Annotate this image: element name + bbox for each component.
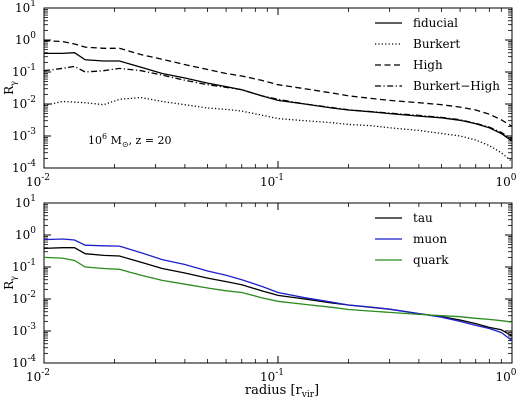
- y-tick-label-exponent: 1: [30, 194, 36, 204]
- annotation-text: M: [107, 134, 122, 147]
- y-tick-label-base: 10: [12, 65, 27, 79]
- x-axis-label: radius [rvir]: [245, 383, 319, 400]
- legend-label: Burkert: [413, 37, 460, 51]
- x-tick-label: 100: [495, 173, 516, 189]
- y-tick-label-base: 10: [12, 356, 27, 370]
- y-tick-label-base: 10: [15, 1, 30, 15]
- x-axis-label-end: ]: [314, 383, 319, 398]
- y-tick-label-exponent: 0: [30, 226, 36, 236]
- y-tick-label-base: 10: [12, 292, 27, 306]
- x-tick-label: 10-2: [26, 173, 50, 189]
- series-line-muon: [44, 238, 512, 342]
- y-tick-label-exponent: 0: [30, 31, 36, 41]
- y-tick-label-base: 10: [12, 97, 27, 111]
- legend-label: fiducial: [413, 16, 458, 30]
- y-axis-label-sub: γ: [9, 81, 18, 86]
- x-tick-label-exponent: -1: [275, 173, 284, 183]
- series-line-burkert-high: [44, 65, 512, 140]
- x-tick-label-exponent: 0: [511, 368, 517, 378]
- legend-label: muon: [413, 232, 447, 246]
- annotation-sub: ⊙: [122, 140, 129, 149]
- y-tick-label: 10-3: [12, 322, 36, 338]
- annotation-tail: , z = 20: [129, 134, 172, 147]
- legend-label: quark: [413, 253, 449, 267]
- y-tick-label: 10-2: [12, 290, 36, 306]
- y-tick-label-exponent: -4: [27, 159, 36, 169]
- x-axis-label-sub: vir: [301, 390, 315, 400]
- legend-label: Burkert−High: [413, 79, 500, 93]
- annotation-base: 10: [88, 134, 102, 147]
- y-tick-label: 100: [15, 226, 36, 242]
- series-line-quark: [44, 256, 512, 323]
- y-tick-label: 10-4: [12, 159, 36, 175]
- legend-label: High: [413, 58, 443, 72]
- series-line-high: [44, 40, 512, 127]
- x-tick-label-base: 10: [260, 175, 275, 189]
- x-tick-label-base: 10: [26, 175, 41, 189]
- x-tick-label-base: 10: [495, 370, 510, 384]
- y-tick-label: 101: [15, 0, 36, 15]
- y-tick-label-base: 10: [15, 196, 30, 210]
- y-tick-label-base: 10: [12, 161, 27, 175]
- y-tick-label-exponent: -1: [27, 258, 36, 268]
- y-tick-label-exponent: -4: [27, 354, 36, 364]
- series-line-tau: [44, 247, 512, 337]
- y-tick-label-exponent: -3: [27, 127, 36, 137]
- y-axis-label-main: R: [2, 85, 16, 95]
- y-tick-label: 10-1: [12, 63, 36, 79]
- x-tick-label-base: 10: [495, 175, 510, 189]
- y-tick-label: 10-4: [12, 354, 36, 370]
- y-tick-label-base: 10: [12, 129, 27, 143]
- x-tick-label-exponent: -2: [41, 368, 50, 378]
- x-tick-label: 10-1: [260, 368, 284, 384]
- x-tick-label-base: 10: [260, 370, 275, 384]
- y-axis-label-sub: γ: [9, 276, 18, 281]
- y-tick-label: 101: [15, 194, 36, 210]
- y-tick-label-base: 10: [12, 324, 27, 338]
- x-tick-label: 100: [495, 368, 516, 384]
- y-tick-label-exponent: 1: [30, 0, 36, 9]
- x-tick-label: 10-1: [260, 173, 284, 189]
- y-tick-label: 10-3: [12, 127, 36, 143]
- y-tick-label-exponent: -1: [27, 63, 36, 73]
- y-axis-label: Rγ: [2, 81, 18, 95]
- y-tick-label: 10-1: [12, 258, 36, 274]
- y-axis-label: Rγ: [2, 276, 18, 290]
- x-axis-label-main: radius [r: [245, 383, 303, 398]
- x-tick-label-exponent: -1: [275, 368, 284, 378]
- x-tick-label-exponent: 0: [511, 173, 517, 183]
- x-tick-label: 10-2: [26, 368, 50, 384]
- y-tick-label-base: 10: [15, 33, 30, 47]
- y-tick-label-base: 10: [12, 260, 27, 274]
- x-tick-label-exponent: -2: [41, 173, 50, 183]
- y-tick-label-exponent: -2: [27, 95, 36, 105]
- y-tick-label-exponent: -3: [27, 322, 36, 332]
- y-tick-label-base: 10: [15, 228, 30, 242]
- halo-annotation: 106 M⊙, z = 20: [88, 132, 172, 149]
- y-tick-label: 10-2: [12, 95, 36, 111]
- y-axis-label-main: R: [2, 280, 16, 290]
- y-tick-label-exponent: -2: [27, 290, 36, 300]
- y-tick-label: 100: [15, 31, 36, 47]
- x-tick-label-base: 10: [26, 370, 41, 384]
- annotation-exp: 6: [102, 132, 107, 141]
- legend-label: tau: [413, 211, 433, 225]
